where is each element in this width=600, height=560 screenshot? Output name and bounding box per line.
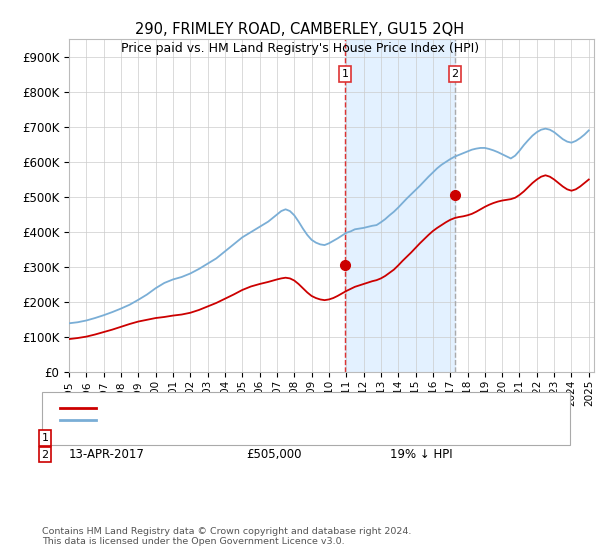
Text: 06-DEC-2010: 06-DEC-2010 [69, 431, 147, 445]
Bar [345, 39, 455, 372]
Text: 13-APR-2017: 13-APR-2017 [69, 448, 145, 461]
Text: 1: 1 [41, 433, 49, 443]
Text: HPI: Average price, detached house, Surrey Heath: HPI: Average price, detached house, Surr… [102, 415, 382, 425]
Text: 19% ↓ HPI: 19% ↓ HPI [390, 448, 452, 461]
Text: Contains HM Land Registry data © Crown copyright and database right 2024.
This d: Contains HM Land Registry data © Crown c… [42, 526, 412, 546]
Text: £305,000: £305,000 [246, 431, 302, 445]
Text: 290, FRIMLEY ROAD, CAMBERLEY, GU15 2QH (detached house): 290, FRIMLEY ROAD, CAMBERLEY, GU15 2QH (… [102, 403, 455, 413]
Text: Price paid vs. HM Land Registry's House Price Index (HPI): Price paid vs. HM Land Registry's House … [121, 42, 479, 55]
Text: 32% ↓ HPI: 32% ↓ HPI [390, 431, 452, 445]
Text: £505,000: £505,000 [246, 448, 302, 461]
Text: 1: 1 [341, 69, 349, 80]
Text: 290, FRIMLEY ROAD, CAMBERLEY, GU15 2QH: 290, FRIMLEY ROAD, CAMBERLEY, GU15 2QH [136, 22, 464, 38]
Text: 2: 2 [451, 69, 458, 80]
Text: 2: 2 [41, 450, 49, 460]
